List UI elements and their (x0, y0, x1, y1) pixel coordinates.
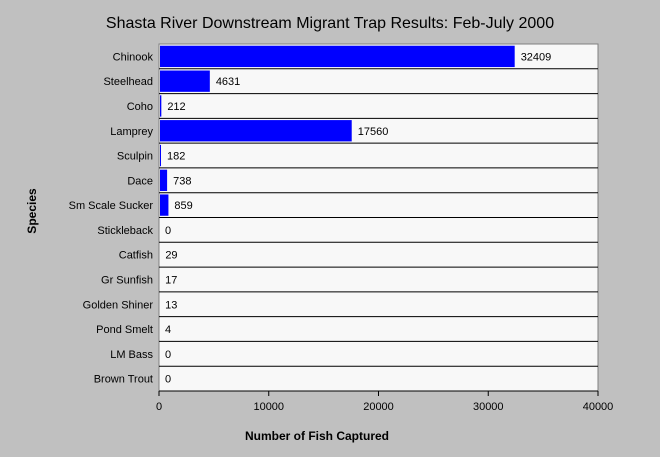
data-label: 32409 (521, 51, 552, 63)
category-labels: Chinook Steelhead Coho Lamprey Sculpin Dace Sm… (69, 51, 154, 385)
category-label: Dace (127, 175, 153, 187)
x-tick-label: 20000 (363, 401, 394, 413)
category-label: Gr Sunfish (101, 274, 153, 286)
category-label: LM Bass (110, 349, 153, 361)
category-label: Chinook (113, 51, 154, 63)
grid-lines (159, 68, 598, 367)
bar (160, 95, 162, 117)
y-axis-title: Species (25, 188, 39, 234)
category-label: Sm Scale Sucker (69, 200, 154, 212)
data-label: 0 (165, 374, 171, 386)
x-tick-label: 30000 (473, 401, 504, 413)
bar (160, 45, 515, 68)
bar (160, 169, 168, 191)
data-label: 4 (165, 324, 171, 336)
bars (160, 45, 515, 216)
bar (160, 144, 161, 167)
category-label: Sculpin (117, 151, 153, 163)
category-label: Stickleback (97, 225, 153, 237)
data-labels: 32409 4631 212 17560 182 738 859 0 29 17 13 4 0 0 (165, 51, 551, 385)
chart-title: Shasta River Downstream Migrant Trap Res… (106, 15, 554, 32)
category-label: Steelhead (103, 76, 153, 88)
data-label: 13 (165, 299, 177, 311)
data-label: 29 (165, 250, 177, 262)
data-label: 182 (167, 151, 185, 163)
data-label: 17560 (358, 126, 389, 138)
bar (160, 70, 210, 92)
data-label: 212 (167, 101, 185, 113)
data-label: 0 (165, 349, 171, 361)
x-tick-label: 10000 (253, 401, 284, 413)
data-label: 0 (165, 225, 171, 237)
category-label: Pond Smelt (96, 324, 153, 336)
bar (160, 194, 169, 216)
category-label: Brown Trout (94, 374, 153, 386)
bar (160, 120, 352, 142)
data-label: 17 (165, 274, 177, 286)
data-label: 859 (174, 200, 192, 212)
x-tick-label: 0 (156, 401, 162, 413)
x-tick-label: 40000 (583, 401, 614, 413)
data-label: 4631 (216, 76, 240, 88)
category-label: Catfish (119, 250, 153, 262)
category-label: Coho (127, 101, 153, 113)
x-axis-ticks: 0 10000 20000 30000 40000 (156, 390, 614, 413)
x-axis-title: Number of Fish Captured (245, 429, 389, 443)
category-label: Lamprey (110, 126, 153, 138)
category-label: Golden Shiner (83, 299, 154, 311)
data-label: 738 (173, 175, 191, 187)
